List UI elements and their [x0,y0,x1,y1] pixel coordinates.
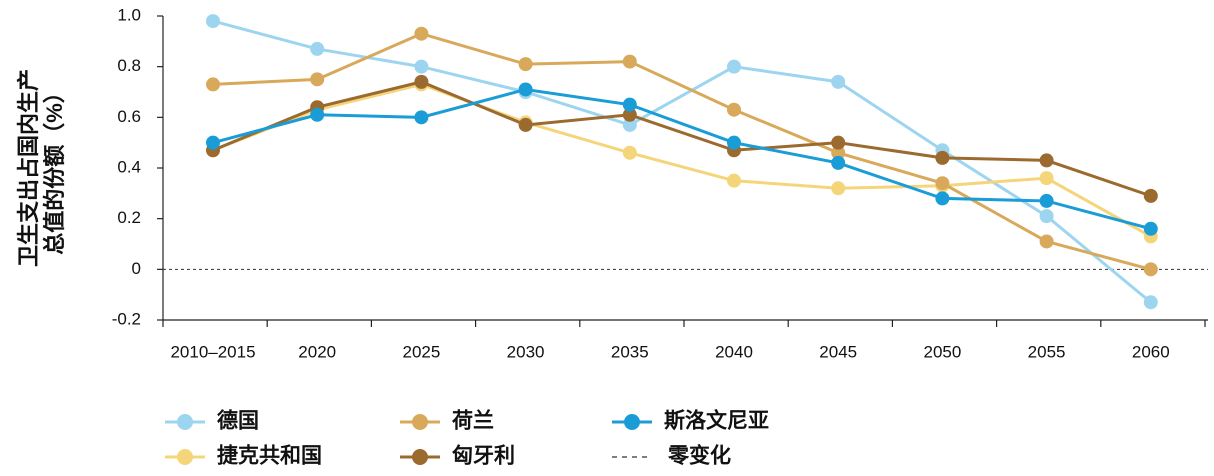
y-tick-label: -0.2 [112,309,141,328]
legend-label: 捷克共和国 [217,445,322,468]
point [831,74,846,89]
legend-label: 德国 [217,409,259,433]
point [831,135,846,150]
x-tick-label: 2055 [1028,342,1066,361]
legend-marker [624,414,640,430]
x-tick-label: 2025 [402,342,440,361]
y-tick-label: 0.2 [117,208,141,227]
y-tick-label: 0.8 [117,56,141,75]
y-tick-label: 0.6 [117,107,141,126]
legend-label: 荷兰 [452,409,494,433]
point [206,77,220,92]
point [1039,234,1054,249]
point [622,54,637,69]
y-tick-label: 1.0 [117,5,141,24]
point [622,97,637,112]
legend-label: 斯洛文尼亚 [664,409,769,433]
point [622,117,637,132]
x-tick-label: 2035 [611,342,649,361]
point [622,145,637,160]
series-line [212,80,1152,198]
point [414,59,429,74]
point [831,145,846,160]
x-tick-label: 2045 [819,342,857,361]
legend-marker [177,414,193,430]
point [831,181,846,196]
point [1143,188,1158,203]
point [1039,153,1054,168]
point [518,57,533,72]
point [622,107,637,122]
point [1039,209,1054,224]
point [727,135,741,150]
series-line [212,82,1152,238]
legend-marker [412,414,428,430]
x-tick-label: 2010–2015 [170,342,255,361]
y-tick-label: 0 [132,259,141,278]
point [414,26,429,41]
legend-label: 匈牙利 [452,445,515,468]
x-tick-label: 2040 [715,342,753,361]
point [1039,171,1054,186]
point [1039,193,1054,208]
point [414,110,429,125]
point [935,191,950,206]
point [935,176,950,191]
point [310,41,325,56]
point [727,173,741,188]
point [1143,221,1158,236]
point [206,135,220,150]
series-line [212,32,1152,271]
point [1143,262,1158,277]
y-label-line: 卫生支出占国内生产 [16,69,41,267]
point [1143,295,1158,310]
legend-marker [177,449,193,465]
point [935,150,950,165]
point [518,82,533,97]
x-tick-label: 2050 [923,342,961,361]
point [727,59,741,74]
x-tick-label: 2060 [1132,342,1170,361]
x-tick-label: 2020 [298,342,336,361]
point [831,155,846,170]
y-tick-label: 0.4 [117,157,141,176]
point [310,107,325,122]
point [206,14,220,29]
point [727,102,741,117]
y-label-line: 总值的份额（%） [42,81,67,255]
point [414,74,429,89]
legend-marker [412,449,428,465]
legend-label: 零变化 [667,444,731,468]
point [310,72,325,87]
y-axis-label: 卫生支出占国内生产 总值的份额（%） [16,69,67,267]
point [518,117,533,132]
series-line [212,87,1152,231]
x-tick-label: 2030 [507,342,545,361]
